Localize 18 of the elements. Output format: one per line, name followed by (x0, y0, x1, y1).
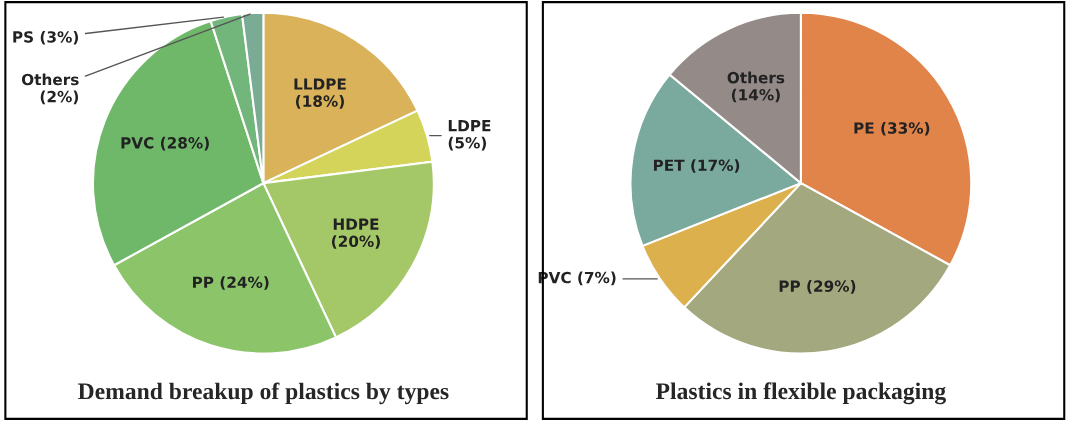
data-label: (14%) (731, 88, 780, 103)
slice-label: Others (727, 71, 785, 84)
slice-label: PP (24%) (193, 276, 269, 290)
text: Plastics in flexible packaging (656, 382, 946, 405)
data-label: (2%) (40, 90, 79, 105)
text: Demand breakup of plastics by types (78, 382, 449, 405)
data-label: (20%) (332, 235, 380, 249)
data-label: (5%) (448, 136, 486, 151)
data-label: (18%) (296, 95, 344, 109)
slice-label: PET (17%) (653, 159, 740, 173)
slice-label: PP (29%) (779, 280, 856, 294)
slice-label: PE (33%) (854, 121, 930, 136)
slice-label: Others (21, 73, 79, 86)
slice-label: PS (3%) (13, 30, 79, 45)
slice-label: LLDPE (294, 78, 346, 90)
slice-label: HDPE (333, 218, 379, 230)
slice-label: PVC (28%) (121, 136, 209, 151)
slice-label: LDPE (448, 120, 491, 132)
